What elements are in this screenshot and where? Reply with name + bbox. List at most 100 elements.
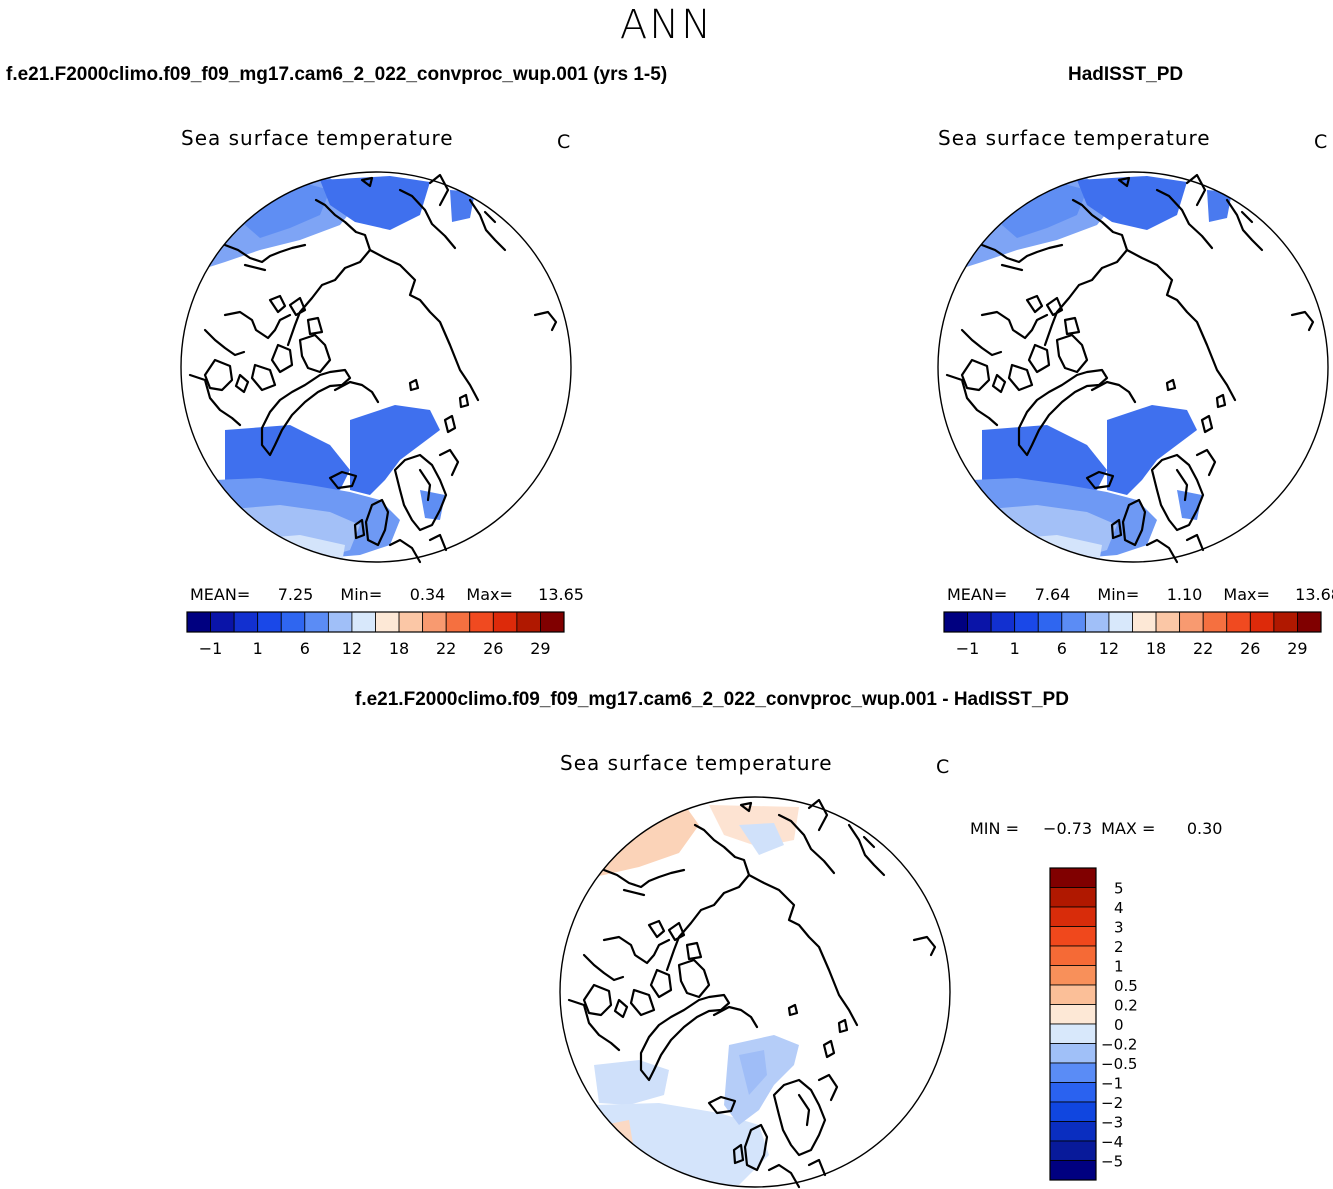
stats-obs: MEAN= 7.64 Min= 1.10 Max= 13.68	[947, 585, 1333, 604]
colorbar-tick-label: 29	[1287, 639, 1307, 658]
map-boundary-diff	[559, 796, 951, 1188]
colorbar-swatch	[1273, 611, 1298, 633]
colorbar-frame	[1049, 867, 1097, 1181]
colorbar-swatch	[1049, 1140, 1097, 1161]
min-value: −0.73	[1043, 819, 1093, 838]
colorbar-swatch	[398, 611, 424, 633]
colorbar-swatch	[1049, 887, 1097, 908]
colorbar-tick-label: 1	[1010, 639, 1020, 658]
colorbar-swatch	[1049, 1082, 1097, 1103]
colorbar-tick-label: 6	[300, 639, 310, 658]
colorbar-tick-label: −3	[1101, 1114, 1123, 1132]
colorbar-tick-label: −1	[1101, 1075, 1123, 1093]
colorbar-tick-label: 6	[1057, 639, 1067, 658]
max-value: 0.30	[1186, 819, 1223, 838]
colorbar-swatch	[210, 611, 235, 633]
colorbar-tick-label: 26	[483, 639, 503, 658]
colorbar-swatch	[1202, 611, 1228, 633]
plot-title-obs: Sea surface temperature	[938, 126, 1211, 150]
colorbar-swatch	[1049, 1023, 1097, 1044]
colorbar-tick-label: 12	[342, 639, 362, 658]
colorbar-diff: 54 32 10.5 0.20 −0.2−0.5 −1−2 −3−4 −5	[1049, 867, 1138, 1181]
colorbar-swatch	[1049, 1043, 1097, 1064]
colorbar-swatch	[1049, 945, 1097, 966]
stats-model: MEAN= 7.25 Min= 0.34 Max= 13.65	[190, 585, 584, 604]
min-label: Min=	[1097, 585, 1140, 604]
plot-title-diff: Sea surface temperature	[560, 751, 833, 775]
colorbar-tick-label: 0	[1114, 1016, 1124, 1034]
colorbar-tick-label: 18	[389, 639, 409, 658]
colorbar-swatch	[1049, 1160, 1097, 1181]
colorbar-swatch	[422, 611, 447, 633]
colorbar-tick-label: 0.5	[1114, 977, 1138, 995]
colorbar-swatch	[1049, 906, 1097, 927]
colorbar-swatch	[492, 611, 518, 633]
colorbar-model: −1 1 6 12 18 22 26 29	[186, 611, 565, 658]
colorbar-swatch	[1049, 1004, 1097, 1025]
colorbar-tick-label: 2	[1114, 938, 1124, 956]
colorbar-tick-label: 22	[1193, 639, 1213, 658]
colorbar-tick-label: 0.2	[1114, 997, 1138, 1015]
mean-value: 7.25	[277, 585, 314, 604]
colorbar-swatch	[304, 611, 329, 633]
map-boundary-model	[180, 171, 572, 563]
colorbar-tick-label: 22	[436, 639, 456, 658]
colorbar-tick-label: −1	[199, 639, 223, 658]
colorbar-tick-label: −1	[956, 639, 980, 658]
colorbar-swatch	[967, 611, 992, 633]
colorbar-swatch	[1061, 611, 1086, 633]
min-value: 0.34	[409, 585, 446, 604]
main-title: ANN	[619, 2, 714, 48]
max-label: Max=	[466, 585, 513, 604]
colorbar-swatch	[1132, 611, 1157, 633]
unit-label-diff: C	[936, 756, 950, 778]
colorbar-tick-label: 12	[1099, 639, 1119, 658]
stats-diff: MIN = −0.73 MAX = 0.30	[970, 819, 1222, 838]
colorbar-tick-label: 18	[1146, 639, 1166, 658]
mean-label: MEAN=	[947, 585, 1008, 604]
colorbar-swatch	[280, 611, 306, 633]
colorbar-swatch	[469, 611, 494, 633]
colorbar-tick-label: −2	[1101, 1094, 1123, 1112]
colorbar-swatch	[1297, 611, 1322, 633]
max-value: 13.65	[538, 585, 584, 604]
colorbar-swatch	[516, 611, 541, 633]
map-panel-diff	[559, 796, 951, 1189]
mean-label: MEAN=	[190, 585, 251, 604]
colorbar-swatch	[1226, 611, 1251, 633]
colorbar-tick-label: 1	[1114, 958, 1124, 976]
colorbar-tick-label: −0.2	[1101, 1036, 1137, 1054]
min-label: MIN =	[970, 819, 1019, 838]
colorbar-tick-label: 3	[1114, 919, 1124, 937]
max-label: Max=	[1223, 585, 1270, 604]
colorbar-tick-label: 1	[253, 639, 263, 658]
colorbar-swatch	[1049, 965, 1097, 986]
colorbar-swatch	[1049, 1062, 1097, 1083]
case-title-obs: HadISST_PD	[1068, 64, 1184, 85]
colorbar-swatch	[1049, 984, 1097, 1005]
colorbar-frame	[186, 611, 565, 633]
min-label: Min=	[340, 585, 383, 604]
colorbar-frame	[943, 611, 1322, 633]
case-title-model: f.e21.F2000climo.f09_f09_mg17.cam6_2_022…	[6, 64, 668, 85]
colorbar-swatch	[351, 611, 376, 633]
colorbar-tick-label: 26	[1240, 639, 1260, 658]
map-panel-obs	[937, 171, 1329, 564]
colorbar-swatch	[257, 611, 282, 633]
max-value: 13.68	[1295, 585, 1333, 604]
colorbar-swatch	[1108, 611, 1133, 633]
colorbar-swatch	[1155, 611, 1181, 633]
colorbar-swatch	[990, 611, 1016, 633]
unit-label-obs: C	[1314, 131, 1328, 153]
colorbar-swatch	[540, 611, 565, 633]
colorbar-tick-label: 29	[530, 639, 550, 658]
colorbar-swatch	[186, 611, 211, 633]
plot-title-model: Sea surface temperature	[181, 126, 454, 150]
colorbar-swatch	[375, 611, 400, 633]
colorbar-swatch	[1049, 1101, 1097, 1122]
mean-value: 7.64	[1034, 585, 1071, 604]
colorbar-swatch	[233, 611, 259, 633]
colorbar-tick-label: −4	[1101, 1133, 1123, 1151]
colorbar-tick-label: 4	[1114, 899, 1124, 917]
colorbar-swatch	[1014, 611, 1039, 633]
